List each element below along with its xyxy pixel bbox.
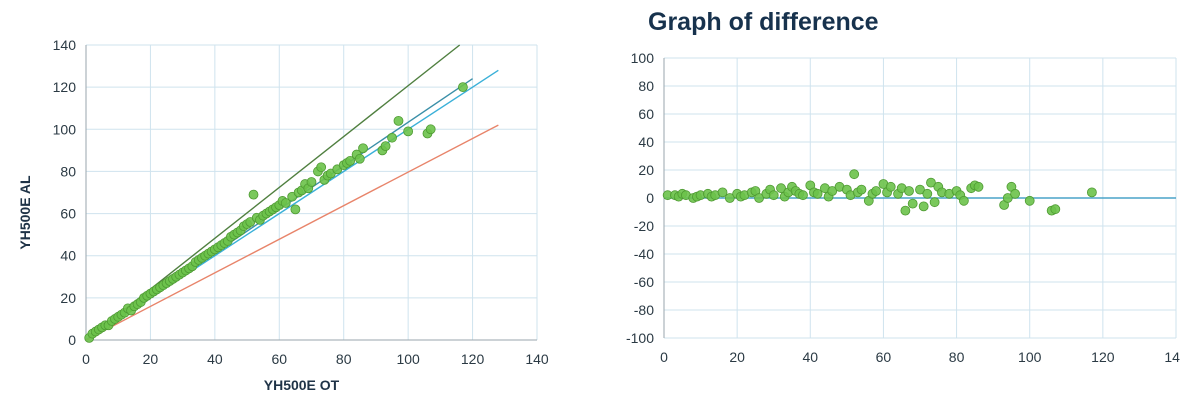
x-tick-label: 20 <box>729 349 745 365</box>
data-point <box>849 169 860 180</box>
data-point <box>316 162 327 173</box>
y-tick-label: -100 <box>626 330 654 346</box>
data-point <box>306 177 317 187</box>
y-tick-label: 40 <box>60 248 76 264</box>
x-tick-label: 140 <box>1164 349 1180 365</box>
data-point <box>1050 204 1061 215</box>
data-point <box>458 82 468 93</box>
y-tick-label: 20 <box>638 162 654 178</box>
data-point <box>290 204 301 215</box>
data-point <box>403 126 414 137</box>
data-point <box>717 187 728 198</box>
data-point <box>380 141 391 152</box>
difference-chart: 0 20 40 60 80 100 120 140 100 80 60 40 20 0 -20 -40 -60 -… <box>626 50 1180 365</box>
x-tick-label: 100 <box>396 351 420 367</box>
x-tick-label: 80 <box>949 349 965 365</box>
y-tick-label: -20 <box>634 218 654 234</box>
x-tick-label: 20 <box>143 351 159 367</box>
difference-chart-title: Graph of difference <box>648 8 879 36</box>
data-point <box>922 188 933 199</box>
data-point <box>856 184 867 195</box>
y-tick-label: 60 <box>638 106 654 122</box>
x-tick-label: 60 <box>876 349 892 365</box>
reference-line <box>85 124 499 341</box>
y-tick-label: 120 <box>53 79 77 95</box>
data-point <box>907 198 918 209</box>
data-point <box>345 155 356 166</box>
data-point <box>776 183 786 194</box>
y-tick-label: -80 <box>634 302 654 318</box>
x-tick-label: 120 <box>461 351 485 367</box>
y-tick-label: 20 <box>60 290 76 306</box>
x-tick-label: 80 <box>336 351 352 367</box>
data-point <box>354 153 365 164</box>
y-tick-label: 100 <box>631 50 655 66</box>
x-tick-label: 40 <box>802 349 818 365</box>
data-point <box>915 184 925 195</box>
y-tick-label: 60 <box>60 206 76 222</box>
x-tick-label: 120 <box>1091 349 1115 365</box>
y-tick-label: 40 <box>638 134 654 150</box>
data-point <box>871 186 882 196</box>
x-axis-title: YH500E OT <box>264 377 340 393</box>
x-tick-label: 60 <box>271 351 287 367</box>
data-point <box>387 132 397 143</box>
y-tick-label: 0 <box>646 190 654 206</box>
y-axis-title: YH500E AL <box>17 175 33 250</box>
data-point <box>929 197 940 208</box>
y-tick-label: -40 <box>634 246 654 262</box>
data-point <box>1010 188 1020 199</box>
data-point <box>904 186 914 196</box>
data-point <box>393 115 404 126</box>
data-point <box>926 177 936 188</box>
data-point <box>280 198 291 208</box>
data-point <box>358 143 368 154</box>
x-tick-label: 140 <box>525 351 549 367</box>
y-tick-label: 80 <box>638 78 654 94</box>
data-point <box>1086 187 1097 198</box>
x-tick-label: 100 <box>1018 349 1042 365</box>
data-point <box>885 181 896 192</box>
data-point <box>958 195 969 206</box>
data-point <box>724 193 735 203</box>
data-point <box>1024 195 1035 206</box>
data-point <box>248 189 259 200</box>
data-point <box>1002 193 1013 203</box>
data-point <box>768 190 779 201</box>
x-tick-label: 0 <box>82 351 90 367</box>
data-point <box>827 186 838 196</box>
data-point <box>798 190 808 201</box>
y-tick-label: 100 <box>53 121 77 137</box>
data-point <box>918 201 929 212</box>
data-point <box>812 188 823 199</box>
data-point <box>973 181 984 192</box>
y-tick-label: 80 <box>60 163 76 179</box>
x-tick-label: 40 <box>207 351 223 367</box>
y-tick-label: -60 <box>634 274 654 290</box>
data-point <box>754 193 764 203</box>
data-point <box>425 124 436 135</box>
y-tick-label: 0 <box>68 332 76 348</box>
scatter-chart-left: 0 20 40 60 80 100 120 140 0 20 40 60 80 100 120 140 YH50… <box>17 37 549 393</box>
x-tick-label: 0 <box>660 349 668 365</box>
data-point <box>900 205 911 216</box>
y-tick-label: 140 <box>53 37 77 53</box>
